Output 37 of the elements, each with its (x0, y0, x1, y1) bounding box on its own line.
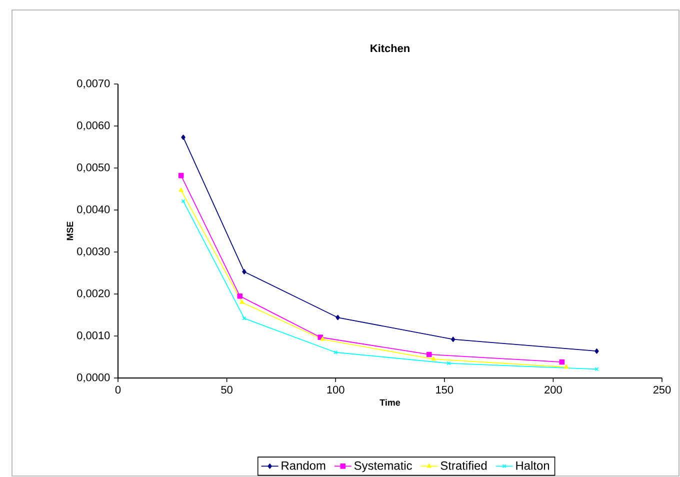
x-tick-label: 0 (115, 386, 121, 394)
chart-title: Kitchen (370, 44, 410, 52)
x-tick-label: 50 (221, 386, 232, 394)
legend-label: Systematic (354, 461, 412, 472)
y-tick-label: 0,0000 (77, 373, 110, 383)
y-tick-label: 0,0060 (77, 121, 110, 131)
point (451, 336, 456, 342)
x-tick-label: 200 (544, 386, 562, 394)
x-tick-label: 100 (327, 386, 344, 394)
point (594, 348, 599, 354)
point (242, 269, 246, 274)
point (446, 361, 451, 366)
legend-label: Random (282, 461, 326, 470)
point (242, 316, 246, 320)
y-tick-label: 0,0070 (77, 79, 110, 89)
y-tick-label: 0,0020 (77, 289, 110, 299)
legend-label: Halton (516, 461, 550, 470)
y-tick-label: 0,0040 (77, 205, 110, 215)
x-tick-label: 250 (653, 386, 671, 394)
y-tick-label: 0,0010 (77, 331, 110, 341)
point (178, 188, 184, 192)
point (426, 352, 432, 358)
point (181, 134, 186, 140)
legend-label: Stratified (440, 461, 487, 470)
point (320, 336, 325, 341)
y-tick-label: 0,0050 (77, 163, 110, 173)
point (178, 172, 184, 178)
point (431, 356, 436, 361)
y-tick-label: 0,0030 (77, 247, 110, 257)
x-axis-title: Time (380, 399, 400, 406)
y-axis-title: MSE (66, 222, 74, 240)
x-tick-label: 150 (436, 386, 454, 394)
point (240, 300, 244, 304)
point (559, 359, 565, 365)
point (336, 314, 340, 320)
point (564, 364, 569, 369)
point (237, 293, 243, 299)
